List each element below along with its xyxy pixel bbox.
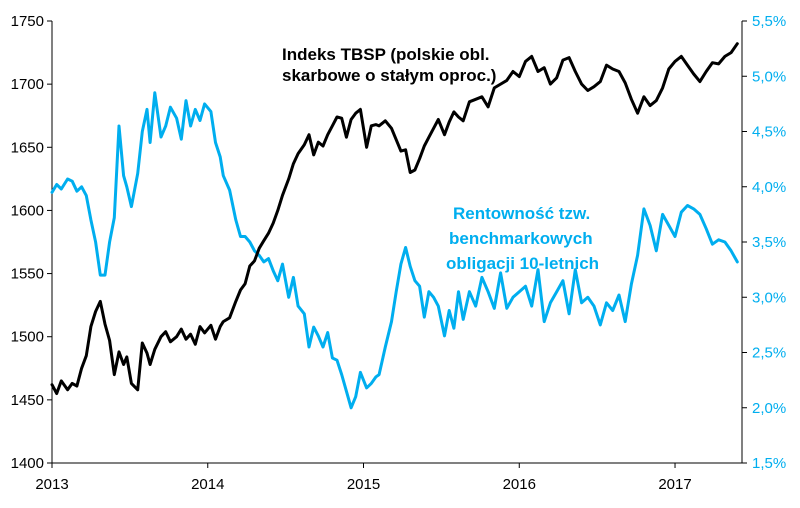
right-tick-label: 3,0% [752,289,786,306]
bond-yield-line [50,91,739,410]
right-tick-label: 2,5% [752,345,786,362]
left-tick-label: 1500 [11,329,44,346]
left-tick-label: 1600 [11,202,44,219]
x-tick-label: 2016 [503,476,536,493]
tbsp-index-line [50,42,739,395]
tbsp-series-label: skarbowe o stałym oproc.) [282,66,496,85]
right-tick-label: 2,0% [752,400,786,417]
yield-series-label: obligacji 10-letnich [446,254,599,273]
right-y-axis-ticks: 1,5% 2,0% 2,5% 3,0% 3,5% 4,0% 4,5% 5,0% 5,5% [742,13,786,472]
series-annotations: Indeks TBSP (polskie obl. skarbowe o stał… [282,45,599,273]
series-layer [50,42,739,410]
yield-series-label: benchmarkowych [449,229,593,248]
right-tick-label: 5,5% [752,13,786,30]
right-tick-label: 1,5% [752,455,786,472]
left-y-axis-ticks: 1400 1450 1500 1550 1600 1650 1700 1750 [11,13,52,472]
x-tick-label: 2017 [658,476,691,493]
tbsp-series-label: Indeks TBSP (polskie obl. [282,45,490,64]
right-tick-label: 4,0% [752,179,786,196]
x-tick-label: 2015 [347,476,380,493]
x-tick-label: 2014 [191,476,224,493]
left-tick-label: 1650 [11,139,44,156]
right-tick-label: 4,5% [752,124,786,141]
left-tick-label: 1450 [11,392,44,409]
right-tick-label: 3,5% [752,234,786,251]
left-tick-label: 1700 [11,76,44,93]
left-tick-label: 1750 [11,13,44,30]
left-tick-label: 1550 [11,266,44,283]
left-tick-label: 1400 [11,455,44,472]
right-tick-label: 5,0% [752,68,786,85]
yield-series-label: Rentowność tzw. [453,204,590,223]
x-axis-ticks: 2013 2014 2015 2016 2017 [35,463,692,493]
x-tick-label: 2013 [35,476,68,493]
